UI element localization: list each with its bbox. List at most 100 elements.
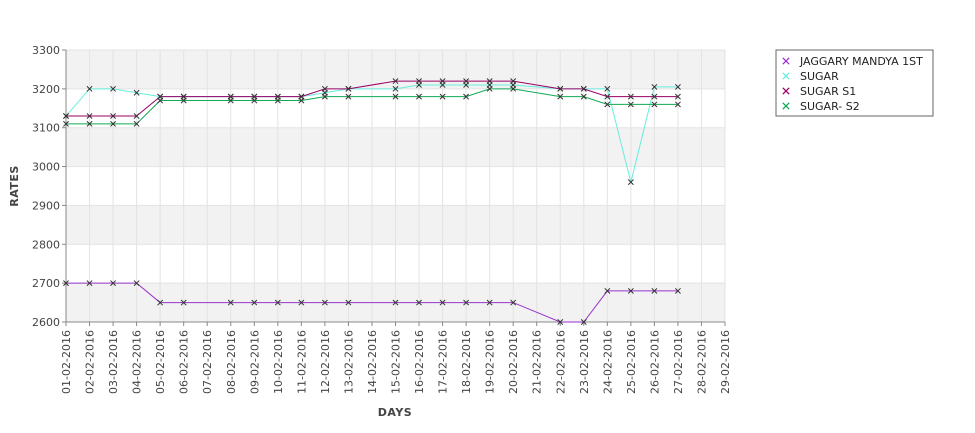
data-point-marker	[86, 120, 93, 127]
data-point-marker	[392, 78, 399, 85]
data-point-marker	[251, 97, 258, 104]
x-tick-label: 10-02-2016	[272, 330, 285, 394]
x-tick-label: 13-02-2016	[342, 330, 355, 394]
y-tick-label: 2700	[32, 277, 60, 290]
data-point-marker	[321, 93, 328, 100]
data-point-marker	[227, 97, 234, 104]
legend-marker	[782, 87, 790, 95]
x-tick-label: 06-02-2016	[178, 330, 191, 394]
x-tick-label: 20-02-2016	[507, 330, 520, 394]
data-point-marker	[180, 299, 187, 306]
data-point-marker	[439, 78, 446, 85]
x-tick-label: 28-02-2016	[695, 330, 708, 394]
data-point-marker	[392, 93, 399, 100]
x-tick-label: 29-02-2016	[719, 330, 732, 394]
x-axis-title: DAYS	[378, 406, 412, 419]
data-point-marker	[674, 93, 681, 100]
data-point-marker	[345, 93, 352, 100]
legend-label: JAGGARY MANDYA 1ST	[799, 55, 923, 68]
x-tick-label: 09-02-2016	[248, 330, 261, 394]
data-point-marker	[392, 299, 399, 306]
x-tick-label: 14-02-2016	[366, 330, 379, 394]
data-point-marker	[580, 319, 587, 325]
y-tick-label: 3000	[32, 161, 60, 174]
x-tick-label: 08-02-2016	[225, 330, 238, 394]
gridlines	[65, 49, 726, 323]
data-point-marker	[133, 113, 140, 120]
x-tick-label: 11-02-2016	[295, 330, 308, 394]
data-point-marker	[86, 85, 93, 92]
x-tick-label: 01-02-2016	[60, 330, 73, 394]
data-point-marker	[651, 93, 658, 100]
data-point-marker	[463, 299, 470, 306]
data-point-marker	[463, 78, 470, 85]
series-line	[66, 80, 678, 117]
x-tick-label: 16-02-2016	[413, 330, 426, 394]
x-tick-label: 18-02-2016	[460, 330, 473, 394]
y-tick-label: 3200	[32, 83, 60, 96]
data-point-marker	[674, 83, 681, 90]
x-tick-labels: 01-02-2016 02-02-2016 03-02-2016 04-02-2016…	[60, 330, 732, 394]
data-point-marker	[157, 97, 164, 104]
data-point-marker	[439, 93, 446, 100]
y-axis-title: RATES	[8, 165, 21, 207]
data-point-marker	[274, 97, 281, 104]
data-point-marker	[674, 287, 681, 294]
data-point-marker	[133, 280, 140, 287]
y-tick-label: 2900	[32, 199, 60, 212]
data-point-marker	[63, 280, 69, 287]
data-point-marker	[674, 101, 681, 108]
data-point-marker	[627, 287, 634, 294]
x-tick-label: 22-02-2016	[554, 330, 567, 394]
y-tick-label: 2600	[32, 316, 60, 329]
x-tick-label: 25-02-2016	[625, 330, 638, 394]
x-tick-label: 19-02-2016	[484, 330, 497, 394]
y-tick-labels: 2600 2700 2800 2900 3000 3100 3200 3300	[32, 44, 60, 329]
data-point-marker	[604, 287, 611, 294]
x-tick-label: 05-02-2016	[154, 330, 167, 394]
data-point-marker	[510, 299, 517, 306]
series-line	[65, 84, 678, 183]
data-point-marker	[86, 280, 93, 287]
data-point-marker	[110, 85, 117, 92]
data-point-marker	[580, 93, 587, 100]
legend-marker	[782, 57, 790, 65]
x-tick-label: 02-02-2016	[84, 330, 97, 394]
data-point-marker	[510, 85, 517, 92]
legend-box	[775, 49, 934, 117]
series-lines	[63, 78, 681, 325]
data-point-marker	[416, 93, 422, 100]
data-point-marker	[345, 299, 352, 306]
data-point-marker	[157, 299, 164, 306]
data-point-marker	[63, 113, 69, 120]
data-point-marker	[604, 85, 611, 92]
data-point-marker	[604, 101, 611, 108]
x-tick-label: 27-02-2016	[672, 330, 685, 394]
data-point-marker	[251, 299, 258, 306]
data-point-marker	[486, 299, 493, 306]
axes	[62, 49, 726, 326]
x-tick-label: 07-02-2016	[201, 330, 214, 394]
x-tick-label: 03-02-2016	[107, 330, 120, 394]
legend-label: SUGAR- S2	[800, 100, 860, 113]
x-tick-label: 26-02-2016	[648, 330, 661, 394]
data-point-marker	[63, 120, 69, 127]
data-point-marker	[651, 83, 658, 90]
x-tick-label: 12-02-2016	[319, 330, 332, 394]
data-point-marker	[133, 120, 140, 127]
x-tick-label: 21-02-2016	[531, 330, 544, 394]
data-point-marker	[557, 319, 564, 325]
x-tick-label: 24-02-2016	[601, 330, 614, 394]
data-point-marker	[321, 299, 328, 306]
data-point-marker	[627, 101, 634, 108]
data-point-marker	[392, 85, 399, 92]
data-point-marker	[86, 113, 93, 120]
data-point-marker	[227, 299, 234, 306]
data-point-marker	[416, 78, 422, 85]
data-point-marker	[416, 299, 422, 306]
data-point-marker	[651, 287, 658, 294]
x-tick-label: 17-02-2016	[437, 330, 450, 394]
data-point-marker	[486, 85, 493, 92]
legend: JAGGARY MANDYA 1ST SUGAR SUGAR S1 SUGAR- S2	[775, 49, 934, 117]
